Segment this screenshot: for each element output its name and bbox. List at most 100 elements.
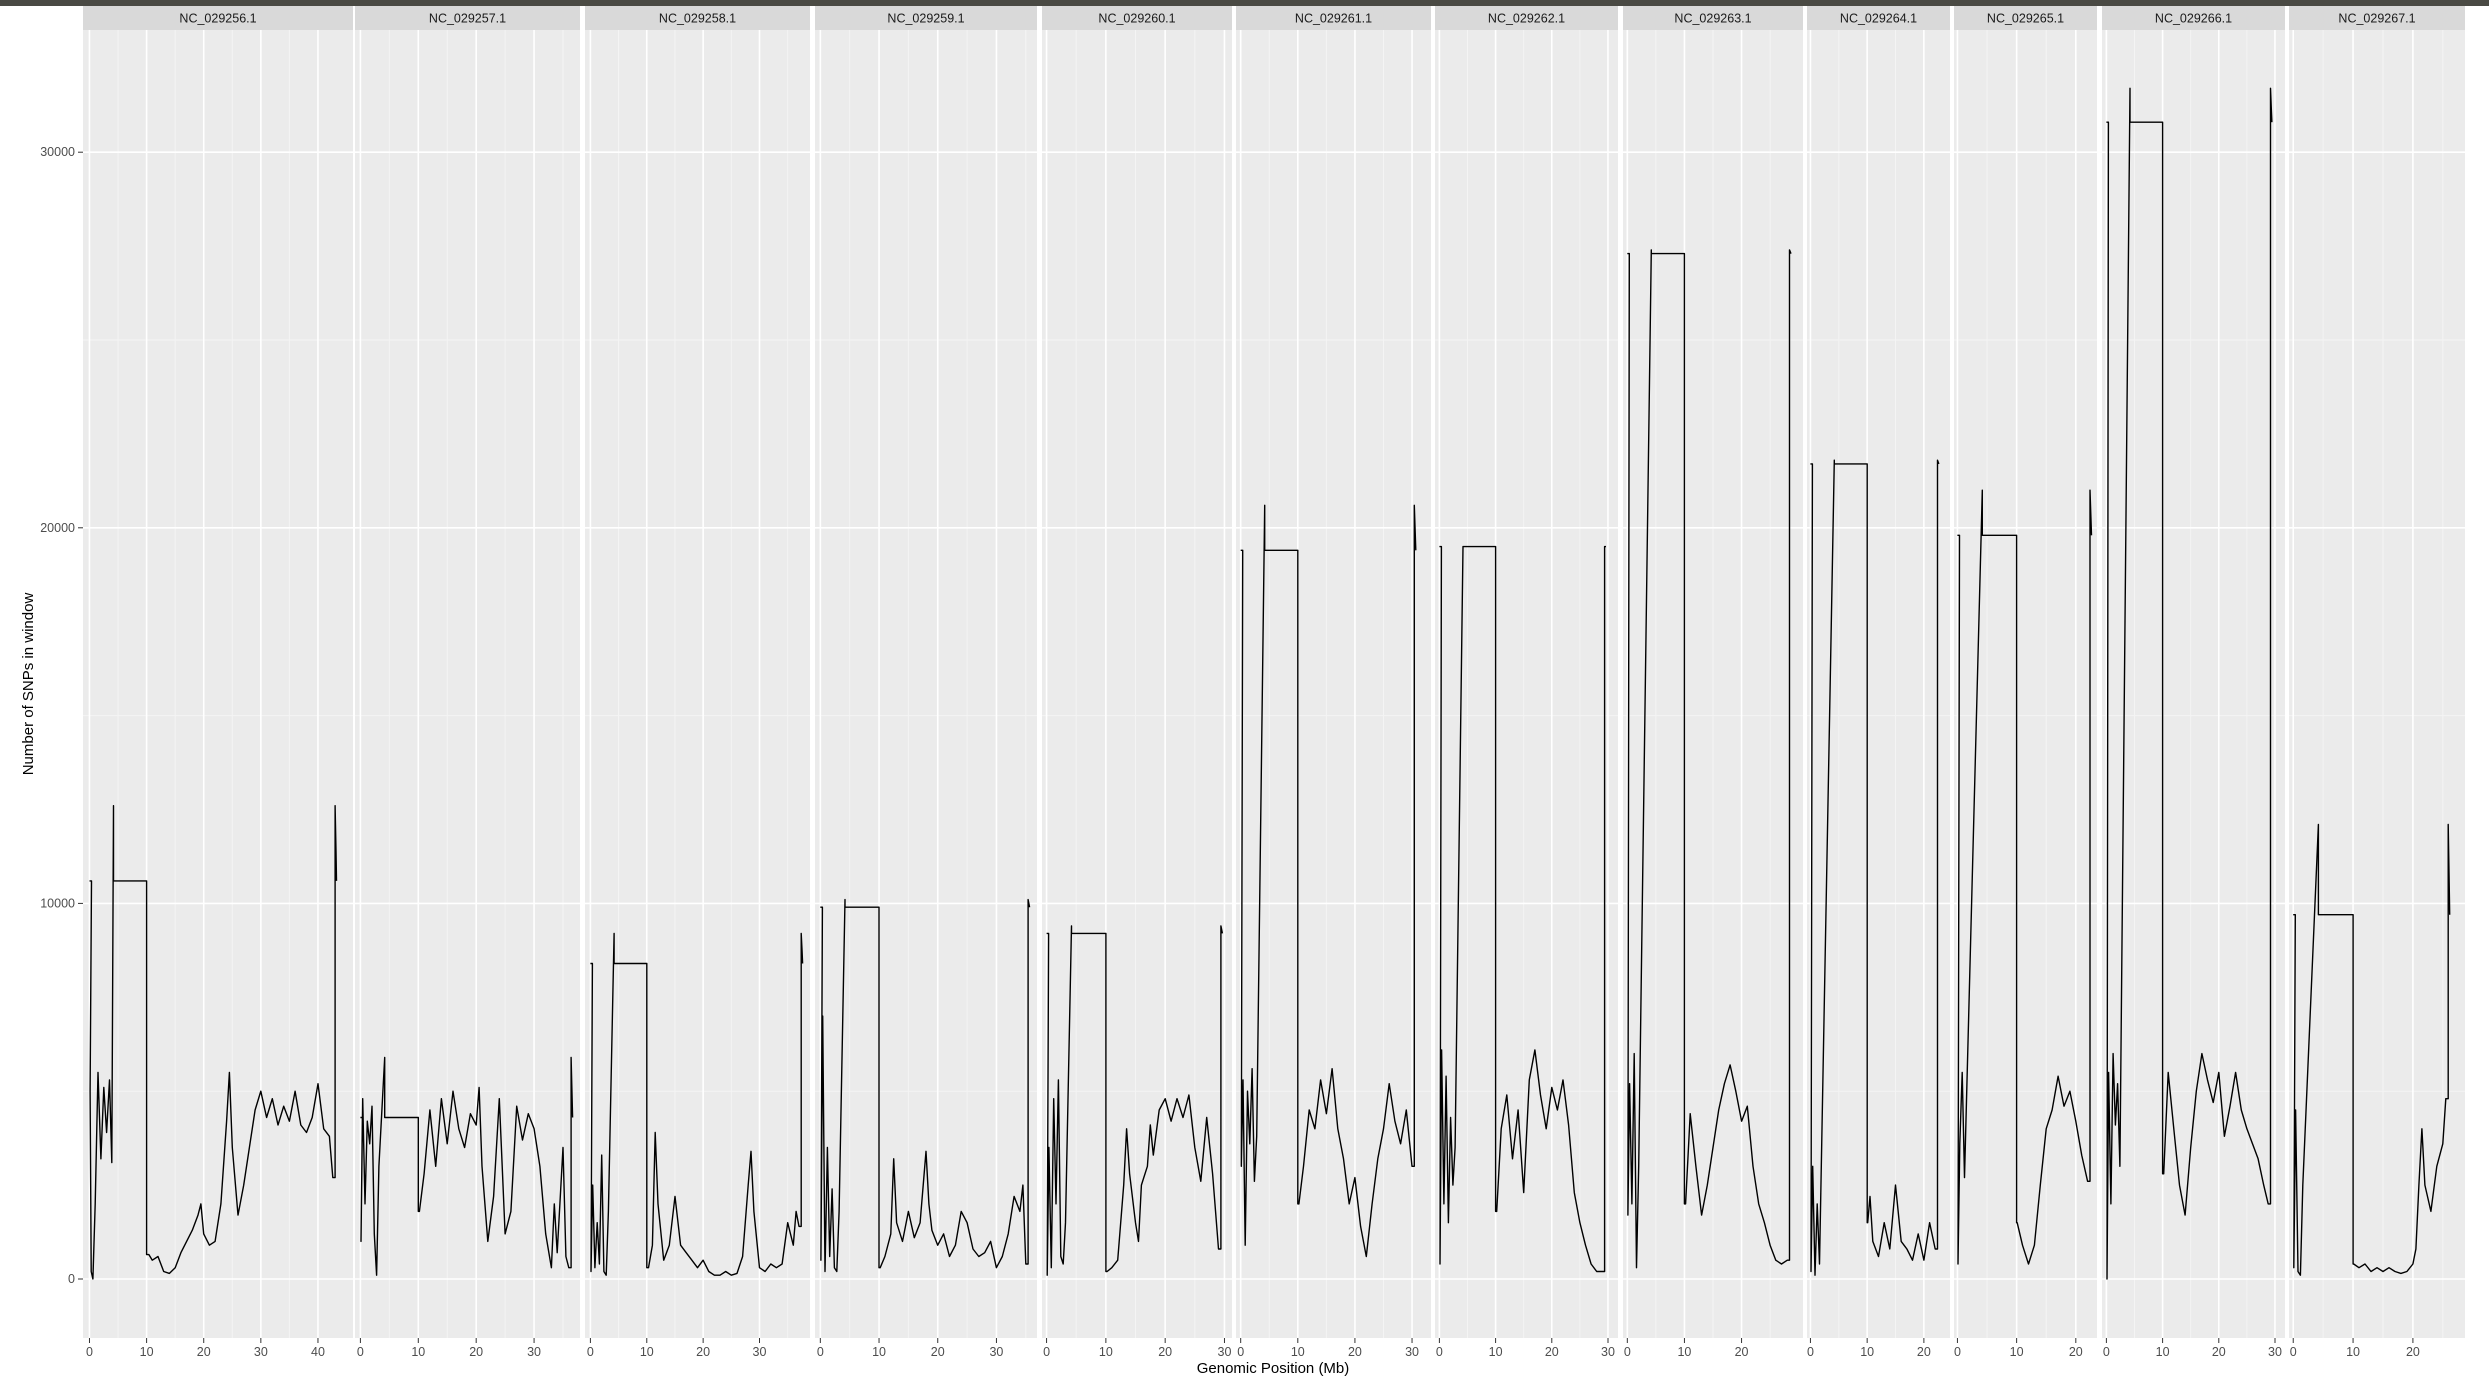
snp-series-line (1240, 504, 1417, 1258)
facet-strip (1623, 6, 1803, 30)
facet-strip (355, 6, 580, 30)
panel-background (1807, 30, 1950, 1338)
facet-strip (2289, 6, 2465, 30)
facet-panel-NC_029264-1: 0 10 20 NC_029264.1 (1807, 6, 1950, 1359)
snp-series-line (590, 932, 804, 1276)
y-tick-label: 30000 (40, 145, 75, 159)
x-tick-label: 10 (411, 1345, 425, 1359)
x-tick-label: 0 (1043, 1345, 1050, 1359)
panel-background (1042, 30, 1232, 1338)
facet-panel-NC_029262-1: 0 10 20 30 NC_029262.1 (1435, 6, 1618, 1359)
facet-strip (2102, 6, 2285, 30)
x-tick-label: 20 (1917, 1345, 1931, 1359)
y-axis-title: Number of SNPs in window (20, 593, 37, 776)
facet-label: NC_029265.1 (1987, 12, 2064, 26)
facet-label: NC_029261.1 (1295, 12, 1372, 26)
facet-panel-NC_029260-1: 0 10 20 30 NC_029260.1 (1042, 6, 1232, 1359)
facet-panel-NC_029263-1: 0 10 20 NC_029263.1 (1623, 6, 1803, 1359)
x-tick-label: 0 (817, 1345, 824, 1359)
x-tick-label: 30 (2268, 1345, 2282, 1359)
facet-panel-NC_029258-1: 0 10 20 30 NC_029258.1 (585, 6, 810, 1359)
x-tick-label: 30 (254, 1345, 268, 1359)
facet-strip (585, 6, 810, 30)
facet-panel-NC_029261-1: 0 10 20 30 NC_029261.1 (1236, 6, 1431, 1359)
x-tick-label: 30 (1405, 1345, 1419, 1359)
x-tick-label: 20 (197, 1345, 211, 1359)
y-tick-label: 10000 (40, 896, 75, 910)
snp-series-line (1957, 489, 2093, 1265)
snp-series-line (1810, 459, 1940, 1276)
facet-strip (1042, 6, 1232, 30)
facet-label: NC_029260.1 (1098, 12, 1175, 26)
y-tick-label: 20000 (40, 521, 75, 535)
snp-series-line (1439, 545, 1607, 1273)
facet-label: NC_029257.1 (429, 12, 506, 26)
x-tick-label: 20 (1545, 1345, 1559, 1359)
panel-background (2289, 30, 2465, 1338)
x-tick-label: 20 (931, 1345, 945, 1359)
x-tick-label: 0 (1807, 1345, 1814, 1359)
x-tick-label: 0 (587, 1345, 594, 1359)
facet-label: NC_029264.1 (1840, 12, 1917, 26)
x-tick-label: 0 (2103, 1345, 2110, 1359)
facet-label: NC_029262.1 (1488, 12, 1565, 26)
x-tick-label: 20 (696, 1345, 710, 1359)
snp-series-line (820, 898, 1031, 1273)
facet-strip (1807, 6, 1950, 30)
x-tick-label: 0 (1624, 1345, 1631, 1359)
x-tick-label: 30 (989, 1345, 1003, 1359)
panel-background (355, 30, 580, 1338)
panel-background (2102, 30, 2285, 1338)
x-tick-label: 20 (469, 1345, 483, 1359)
facet-label: NC_029263.1 (1674, 12, 1751, 26)
facet-label: NC_029266.1 (2155, 12, 2232, 26)
x-tick-label: 10 (2346, 1345, 2360, 1359)
snp-series-line (2293, 823, 2451, 1276)
x-tick-label: 20 (2406, 1345, 2420, 1359)
facet-panel-NC_029266-1: 0 10 20 30 NC_029266.1 (2102, 6, 2285, 1359)
x-tick-label: 30 (527, 1345, 541, 1359)
x-tick-label: 10 (1489, 1345, 1503, 1359)
facet-panel-NC_029257-1: 0 10 20 30 NC_029257.1 (355, 6, 580, 1359)
x-tick-label: 20 (2212, 1345, 2226, 1359)
x-tick-label: 0 (86, 1345, 93, 1359)
x-tick-label: 20 (1735, 1345, 1749, 1359)
x-tick-label: 20 (2069, 1345, 2083, 1359)
x-tick-label: 10 (140, 1345, 154, 1359)
facet-label: NC_029256.1 (179, 12, 256, 26)
facet-strip (1435, 6, 1618, 30)
x-tick-label: 10 (2010, 1345, 2024, 1359)
x-tick-label: 0 (1954, 1345, 1961, 1359)
facet-label: NC_029259.1 (887, 12, 964, 26)
facet-label: NC_029258.1 (659, 12, 736, 26)
x-tick-label: 10 (1099, 1345, 1113, 1359)
facet-panel-NC_029265-1: 0 10 20 NC_029265.1 (1954, 6, 2097, 1359)
snp-series-line (89, 805, 338, 1280)
panel-background (83, 30, 353, 1338)
facet-strip (83, 6, 353, 30)
x-tick-label: 10 (1860, 1345, 1874, 1359)
x-tick-label: 0 (2290, 1345, 2297, 1359)
facet-strip (1236, 6, 1431, 30)
x-tick-label: 10 (872, 1345, 886, 1359)
snp-series-line (360, 1056, 574, 1276)
panel-background (815, 30, 1037, 1338)
snp-series-line (2106, 87, 2273, 1280)
panel-background (585, 30, 810, 1338)
snp-series-line (1627, 249, 1792, 1269)
panel-background (1435, 30, 1618, 1338)
x-tick-label: 0 (357, 1345, 364, 1359)
facet-strip (1954, 6, 2097, 30)
x-tick-label: 10 (1677, 1345, 1691, 1359)
x-tick-label: 0 (1436, 1345, 1443, 1359)
facet-label: NC_029267.1 (2338, 12, 2415, 26)
facet-strip (815, 6, 1037, 30)
x-tick-label: 20 (1348, 1345, 1362, 1359)
x-tick-label: 30 (1218, 1345, 1232, 1359)
x-axis-title: Genomic Position (Mb) (1197, 1360, 1350, 1377)
x-tick-label: 30 (753, 1345, 767, 1359)
snp-series-line (1046, 925, 1224, 1276)
y-tick-label: 0 (68, 1272, 75, 1286)
x-tick-label: 10 (2156, 1345, 2170, 1359)
